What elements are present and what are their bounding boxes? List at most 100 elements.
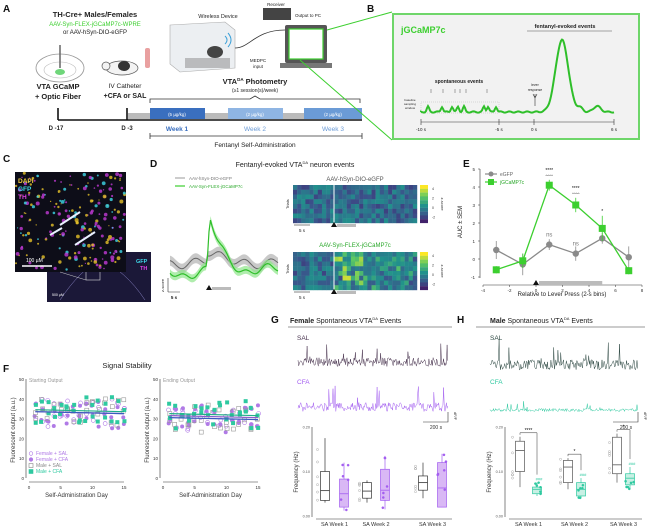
f-point-male-cfa	[46, 400, 51, 405]
f-point-male-cfa	[95, 419, 100, 424]
heatmap-cell	[375, 256, 381, 262]
cell-dot	[61, 232, 65, 236]
f-ytick-label: 40	[19, 397, 25, 402]
heatmap-cell	[309, 213, 314, 219]
heatmap-cell	[359, 256, 364, 262]
heatmap-cell	[412, 213, 418, 219]
heatmap-cell	[338, 194, 343, 200]
cell-dot	[53, 266, 57, 270]
e-ns-label: ns	[573, 242, 579, 248]
heatmap-cell	[408, 213, 414, 219]
egfp-sem-band	[170, 246, 278, 274]
heatmap-cell	[305, 218, 310, 224]
inset-scale-label: 500 µM	[52, 293, 64, 297]
f-point-female-cfa	[96, 424, 101, 429]
heatmap-cell	[305, 213, 310, 219]
e-timebar	[539, 281, 603, 285]
data-point	[339, 498, 343, 501]
f-point-male-cfa	[58, 411, 63, 416]
heatmap-cell	[313, 280, 319, 286]
f-point-male-cfa	[64, 404, 69, 409]
cell-dot	[91, 247, 94, 250]
heatmap-cell	[388, 204, 393, 209]
ytick-label: 0.20	[496, 426, 503, 430]
heatmap-cell	[383, 194, 389, 200]
heatmap-cell	[379, 189, 385, 195]
data-point	[414, 484, 417, 488]
colorbar-tick: 0	[432, 206, 434, 210]
heatmap-cell	[317, 218, 323, 224]
legend-gcamp: AAV-Syn-FLEX-jGCaMP7c	[189, 184, 243, 189]
panel-label-h: H	[457, 315, 464, 326]
data-point	[358, 497, 361, 501]
heatmap-cell	[342, 275, 347, 281]
cell-dot	[98, 265, 102, 269]
heatmap-cell	[305, 261, 310, 267]
heatmap-cell	[309, 252, 314, 257]
heatmap-cell	[392, 266, 397, 272]
heatmap-cell	[396, 189, 401, 195]
data-point	[626, 485, 630, 489]
microscopy-image	[15, 172, 126, 272]
f-point-female-sal	[185, 428, 190, 433]
scale-label: 100 µM	[26, 258, 43, 264]
e-series-line-jGCaMP7c	[496, 184, 630, 272]
cell-dot	[55, 202, 58, 205]
cell-dot	[70, 184, 73, 186]
cell-dot	[118, 173, 123, 178]
heatmap-cell	[379, 256, 385, 262]
heatmap-cell	[404, 213, 409, 219]
f-point-male-cfa	[248, 405, 253, 410]
box-cfa	[625, 473, 635, 486]
heatmap-cell	[305, 208, 310, 214]
cell-dot	[88, 227, 92, 232]
virus-gcamp-label: AAV-Syn-FLEX-jGCaMP7c-WPRE	[49, 22, 141, 28]
sal-trace	[297, 343, 449, 368]
heatmap-cell	[388, 275, 393, 281]
cell-dot	[91, 199, 94, 202]
heatmap-cell	[305, 204, 310, 209]
heatmap-cell	[375, 261, 381, 267]
e-xtick-label: 0	[535, 288, 538, 293]
cell-dot	[17, 227, 19, 229]
lever-press-marker-icon	[206, 285, 212, 290]
heatmap-cell	[317, 204, 323, 209]
h-title: Male Spontaneous VTADA Events	[490, 316, 593, 325]
heatmap-cell	[334, 271, 339, 276]
heatmap-cell	[371, 285, 376, 291]
treatment-label: +CFA or SAL	[104, 93, 147, 100]
heatmap-cell	[313, 218, 319, 224]
heatmap-cell	[396, 266, 401, 272]
e-point-jGCaMP7c	[519, 257, 527, 265]
heatmap-cell	[412, 218, 418, 224]
heatmap-cell	[404, 271, 409, 276]
data-point	[624, 479, 627, 483]
heatmap-cell	[297, 208, 302, 214]
svg-text:(2 µg/kg): (2 µg/kg)	[324, 112, 342, 117]
heatmap-cell	[408, 204, 414, 209]
data-point	[316, 490, 319, 494]
cell-dot	[119, 179, 121, 182]
heatmap-cell	[326, 199, 331, 205]
cell-dot	[109, 251, 112, 254]
cell-dot	[80, 228, 84, 232]
f-point-male-sal	[40, 406, 45, 412]
heatmap-cell	[317, 213, 323, 219]
cell-dot	[94, 221, 98, 225]
e-xtick-label: 2	[561, 288, 564, 293]
operant-chamber-icon	[169, 21, 236, 73]
heatmap-cell	[383, 256, 389, 262]
heatmap-cell	[305, 271, 310, 276]
heatmap-cell	[309, 185, 314, 190]
f-legend-label: Female + SAL	[36, 451, 68, 457]
heatmap-cell	[297, 266, 302, 272]
heatmap-cell	[375, 204, 381, 209]
heatmap-cell	[342, 218, 347, 224]
f-point-male-cfa	[115, 420, 120, 425]
heatmap-cell	[388, 194, 393, 200]
cell-dot	[31, 205, 35, 209]
heatmap-cell	[371, 189, 376, 195]
heatmap-cell	[321, 280, 327, 286]
heatmap-cell	[313, 185, 319, 190]
f-point-male-cfa	[39, 419, 44, 424]
